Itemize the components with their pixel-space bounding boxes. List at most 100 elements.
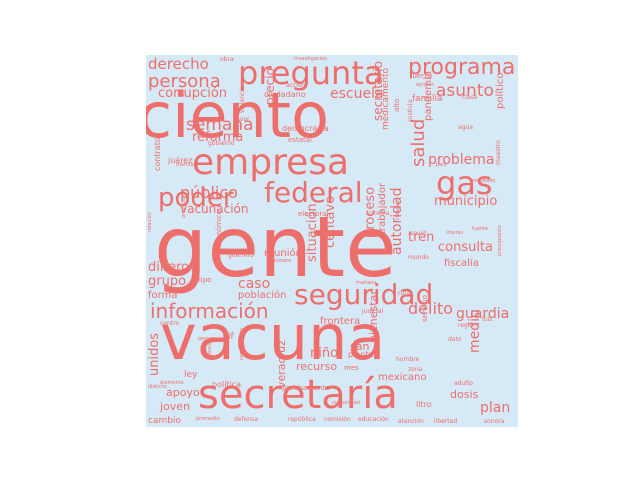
- word-guerrero: guerrero: [228, 252, 254, 259]
- word-federal: federal: [264, 176, 363, 209]
- word-sonora: sonora: [484, 418, 505, 425]
- word-precisamente: precisamente: [282, 384, 330, 392]
- word-ciento: ciento: [146, 79, 329, 152]
- word-avance: avance: [207, 341, 213, 360]
- word-pemex: pemex: [198, 336, 216, 342]
- word-libertad: libertad: [434, 418, 458, 425]
- word-contrato: contrato: [153, 137, 162, 171]
- word-poblacion: población: [238, 290, 287, 301]
- word-salud: salud: [408, 118, 429, 167]
- word-cambio: cambio: [148, 416, 181, 426]
- word-dinero: dinero: [148, 260, 190, 275]
- word-hombre: hombre: [396, 356, 420, 363]
- word-veracruz: veracruz: [275, 340, 288, 388]
- word-fuerza: fuerza: [410, 72, 433, 80]
- word-proyecto: proyecto: [181, 196, 187, 218]
- word-plan: plan: [480, 400, 511, 416]
- word-dosis: dosis: [450, 388, 479, 401]
- word-presupuesto: presupuesto: [497, 224, 503, 256]
- word-pregunta: pregunta: [238, 55, 384, 92]
- word-grupo: grupo: [148, 274, 187, 289]
- word-ruta: ruta: [398, 290, 411, 297]
- word-mundo: mundo: [408, 254, 429, 261]
- word-forma: forma: [148, 290, 178, 301]
- word-maestro: maestro: [495, 140, 502, 165]
- word-frontera: frontera: [320, 316, 361, 327]
- word-persona: persona: [148, 71, 221, 92]
- word-caso: caso: [238, 276, 271, 292]
- word-precio: precio: [263, 68, 277, 105]
- word-gas: gas: [436, 164, 493, 202]
- word-covid: covid: [410, 230, 426, 237]
- word-trabajador: trabajador: [377, 182, 388, 235]
- word-chiapas: chiapas: [395, 200, 401, 220]
- word-vacunacion: vacunación: [180, 202, 249, 216]
- word-nino: niño: [310, 346, 339, 361]
- word-programa: programa: [408, 55, 516, 80]
- word-electoral: electoral: [298, 210, 329, 218]
- word-centro: centro: [160, 320, 180, 327]
- word-obra: obra: [220, 56, 234, 63]
- word-agua: agua: [458, 124, 473, 131]
- word-autoridad: autoridad: [389, 187, 405, 255]
- word-investigacion: investigación: [294, 56, 328, 62]
- word-tren: tren: [408, 230, 435, 245]
- word-opinion: opinión: [416, 82, 435, 88]
- word-republica: república: [288, 416, 316, 423]
- word-economico: económico: [215, 209, 223, 248]
- word-san: san: [350, 340, 370, 353]
- word-medio: medio: [467, 309, 483, 353]
- word-informacion: información: [150, 299, 269, 323]
- word-mexicano: mexicano: [378, 372, 427, 383]
- word-fuente: fuente: [472, 226, 489, 232]
- word-bienestar: bienestar: [367, 290, 380, 342]
- word-mes: mes: [344, 364, 359, 372]
- word-politica: política: [212, 380, 242, 389]
- word-gente: gente: [154, 198, 397, 296]
- word-secretario: secretario: [371, 61, 385, 121]
- word-reunion: reunión: [264, 248, 302, 259]
- word-tipo: tipo: [198, 276, 212, 284]
- word-interes: interés: [446, 230, 464, 236]
- word-poder: poder: [158, 183, 234, 213]
- word-recurso: recurso: [296, 360, 338, 373]
- word-region: región: [458, 322, 477, 329]
- word-judicial: judicial: [362, 308, 384, 315]
- word-comunidad: comunidad: [332, 400, 360, 406]
- word-secretaria: secretaría: [198, 372, 398, 418]
- word-fiscalia: fiscalía: [444, 258, 479, 269]
- word-justicia: justicia: [407, 99, 414, 121]
- word-resultado: resultado: [472, 178, 496, 184]
- word-reforma: reforma: [192, 130, 244, 145]
- word-comision: comisión: [324, 416, 351, 423]
- word-ciudadano: ciudadano: [264, 90, 306, 99]
- word-consulta: consulta: [438, 240, 494, 255]
- word-municipio: municipio: [434, 194, 498, 209]
- word-adulto: adulto: [454, 380, 473, 387]
- word-manana: mañana: [356, 280, 377, 286]
- word-violencia: violencia: [239, 86, 246, 113]
- word-sistema: sistema: [366, 210, 390, 217]
- word-cloud: gente vacuna ciento secretaría empresa p…: [146, 55, 518, 427]
- word-politico: político: [495, 72, 506, 109]
- word-clase: clase: [462, 94, 478, 101]
- word-accion: acción: [286, 82, 306, 89]
- word-seguridad: seguridad: [294, 278, 434, 311]
- word-alto: alto: [393, 98, 401, 112]
- word-escuela: escuela: [330, 86, 384, 102]
- word-apoyo: apoyo: [166, 386, 200, 399]
- word-ley: ley: [184, 370, 198, 380]
- word-problema: problema: [428, 152, 495, 168]
- word-vacuna: vacuna: [160, 301, 386, 374]
- word-dato: dato: [448, 336, 462, 343]
- word-numero: número: [272, 258, 292, 264]
- word-democracia: democracia: [282, 124, 329, 133]
- word-elemento: elemento: [160, 380, 184, 386]
- word-marina: marina: [176, 162, 194, 168]
- word-publico: público: [180, 183, 238, 202]
- word-derecho: derecho: [148, 55, 209, 73]
- word-construccion: construcción: [239, 328, 245, 360]
- word-familia: familia: [412, 94, 443, 104]
- word-gobierno: gobierno: [208, 140, 235, 147]
- word-educacion: educación: [358, 416, 389, 423]
